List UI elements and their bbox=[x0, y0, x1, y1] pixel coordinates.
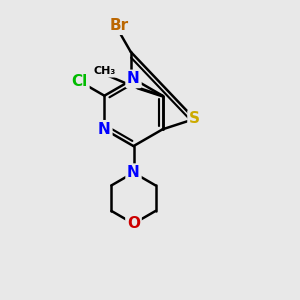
Text: CH₃: CH₃ bbox=[93, 66, 116, 76]
Text: Cl: Cl bbox=[72, 74, 88, 89]
Text: N: N bbox=[127, 71, 140, 86]
Text: S: S bbox=[189, 111, 200, 126]
Text: N: N bbox=[127, 165, 140, 180]
Text: Br: Br bbox=[109, 18, 128, 33]
Text: N: N bbox=[98, 122, 111, 137]
Text: O: O bbox=[127, 216, 140, 231]
